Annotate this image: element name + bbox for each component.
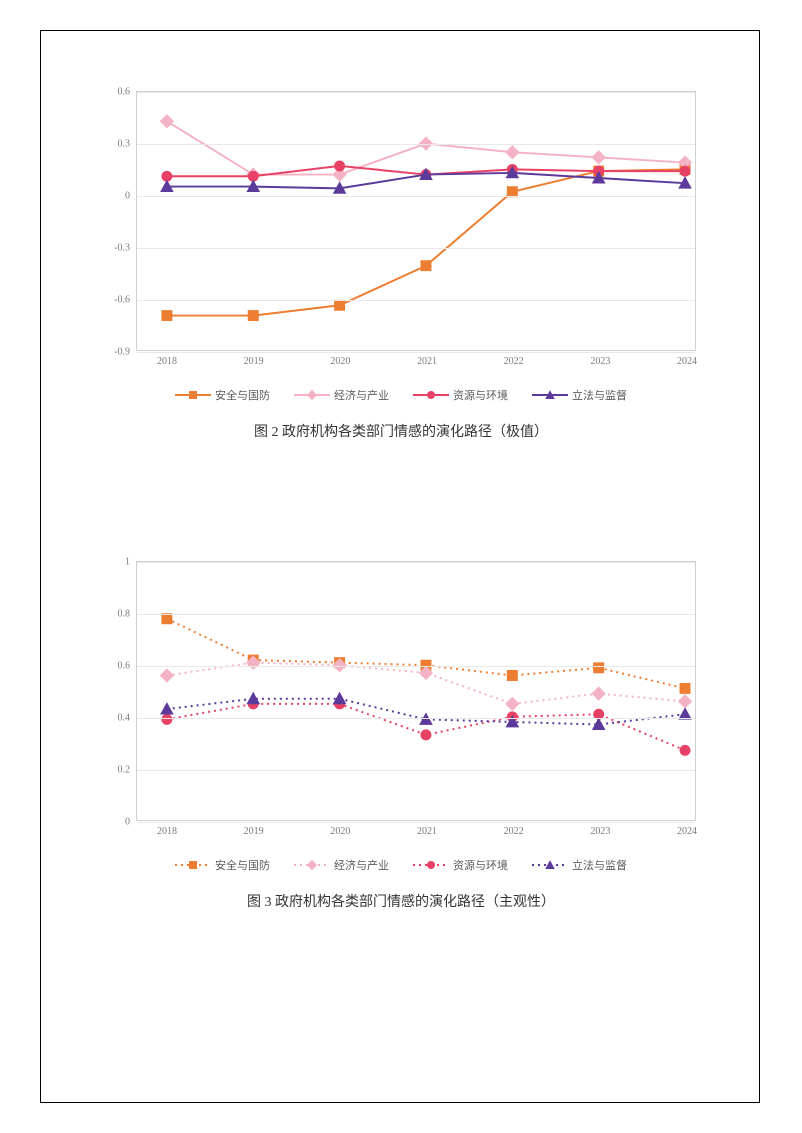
- series-marker: [680, 683, 690, 693]
- series-marker: [248, 311, 258, 321]
- y-axis-label: 0.6: [118, 87, 131, 98]
- gridline: [137, 822, 695, 823]
- legend-item: 经济与产业: [294, 387, 389, 403]
- y-axis-label: -0.6: [114, 295, 130, 306]
- page-border: 0.6 0.3 0 -0.3 -0.6 -0.9 2018 2019 2020 2021 2022 2…: [40, 30, 760, 1103]
- gridline: [137, 248, 695, 249]
- legend-item: 立法与监督: [532, 387, 627, 403]
- series-marker: [680, 166, 690, 176]
- legend-label: 经济与产业: [334, 387, 389, 403]
- gridline: [137, 196, 695, 197]
- x-axis-label: 2018: [157, 826, 177, 837]
- series-marker: [162, 311, 172, 321]
- legend-swatch: [294, 859, 330, 871]
- x-axis-label: 2020: [330, 826, 350, 837]
- y-axis-label: -0.3: [114, 243, 130, 254]
- x-axis-label: 2022: [504, 356, 524, 367]
- legend-item: 经济与产业: [294, 857, 389, 873]
- series-marker: [162, 614, 172, 624]
- y-axis-label: 0: [125, 817, 130, 828]
- gridline: [137, 666, 695, 667]
- legend-label: 立法与监督: [572, 387, 627, 403]
- chart1-caption: 图 2 政府机构各类部门情感的演化路径（极值）: [106, 421, 696, 441]
- legend-swatch: [175, 389, 211, 401]
- series-marker: [161, 703, 173, 714]
- series-marker: [507, 671, 517, 681]
- x-axis-label: 2023: [590, 826, 610, 837]
- legend-item: 立法与监督: [532, 857, 627, 873]
- y-axis-label: 0.4: [118, 713, 131, 724]
- chart-polarity: 0.60.30-0.3-0.6-0.9201820192020202120222…: [106, 91, 696, 421]
- chart2-caption: 图 3 政府机构各类部门情感的演化路径（主观性）: [106, 891, 696, 911]
- series-marker: [592, 151, 605, 164]
- series-marker: [592, 687, 605, 700]
- series-marker: [335, 300, 345, 310]
- y-axis-label: -0.9: [114, 347, 130, 358]
- series-line: [167, 704, 685, 750]
- y-axis-label: 1: [125, 557, 130, 568]
- x-axis-label: 2024: [677, 826, 697, 837]
- x-axis-label: 2024: [677, 356, 697, 367]
- x-axis-label: 2022: [504, 826, 524, 837]
- legend-swatch: [294, 389, 330, 401]
- legend-swatch: [532, 389, 568, 401]
- legend-item: 资源与环境: [413, 857, 508, 873]
- x-axis-label: 2018: [157, 356, 177, 367]
- x-axis-label: 2023: [590, 356, 610, 367]
- gridline: [137, 352, 695, 353]
- chart2-legend: 安全与国防 经济与产业 资源与环境 立法与监督: [106, 857, 696, 873]
- gridline: [137, 300, 695, 301]
- series-marker: [421, 730, 431, 740]
- series-marker: [162, 714, 172, 724]
- legend-label: 安全与国防: [215, 857, 270, 873]
- legend-swatch: [413, 389, 449, 401]
- chart1-legend: 安全与国防 经济与产业 资源与环境 立法与监督: [106, 387, 696, 403]
- chart1-plot-area: 0.60.30-0.3-0.6-0.9201820192020202120222…: [136, 91, 696, 351]
- series-marker: [160, 669, 173, 682]
- legend-label: 立法与监督: [572, 857, 627, 873]
- legend-label: 资源与环境: [453, 387, 508, 403]
- gridline: [137, 562, 695, 563]
- series-marker: [594, 663, 604, 673]
- y-axis-label: 0.2: [118, 765, 131, 776]
- series-marker: [335, 161, 345, 171]
- series-line: [167, 169, 685, 315]
- x-axis-label: 2021: [417, 826, 437, 837]
- series-marker: [506, 146, 519, 159]
- gridline: [137, 770, 695, 771]
- legend-item: 资源与环境: [413, 387, 508, 403]
- legend-item: 安全与国防: [175, 857, 270, 873]
- legend-swatch: [413, 859, 449, 871]
- series-marker: [160, 115, 173, 128]
- legend-item: 安全与国防: [175, 387, 270, 403]
- y-axis-label: 0.6: [118, 661, 131, 672]
- x-axis-label: 2019: [244, 826, 264, 837]
- series-marker: [680, 745, 690, 755]
- legend-label: 资源与环境: [453, 857, 508, 873]
- legend-label: 经济与产业: [334, 857, 389, 873]
- chart2-plot-area: 10.80.60.40.2020182019202020212022202320…: [136, 561, 696, 821]
- series-marker: [679, 695, 692, 708]
- gridline: [137, 92, 695, 93]
- y-axis-label: 0.8: [118, 609, 131, 620]
- x-axis-label: 2020: [330, 356, 350, 367]
- chart-subjectivity: 10.80.60.40.2020182019202020212022202320…: [106, 561, 696, 891]
- gridline: [137, 718, 695, 719]
- y-axis-label: 0: [125, 191, 130, 202]
- gridline: [137, 614, 695, 615]
- y-axis-label: 0.3: [118, 139, 131, 150]
- legend-swatch: [532, 859, 568, 871]
- series-marker: [421, 261, 431, 271]
- gridline: [137, 144, 695, 145]
- x-axis-label: 2019: [244, 356, 264, 367]
- legend-label: 安全与国防: [215, 387, 270, 403]
- series-marker: [506, 697, 519, 710]
- legend-swatch: [175, 859, 211, 871]
- x-axis-label: 2021: [417, 356, 437, 367]
